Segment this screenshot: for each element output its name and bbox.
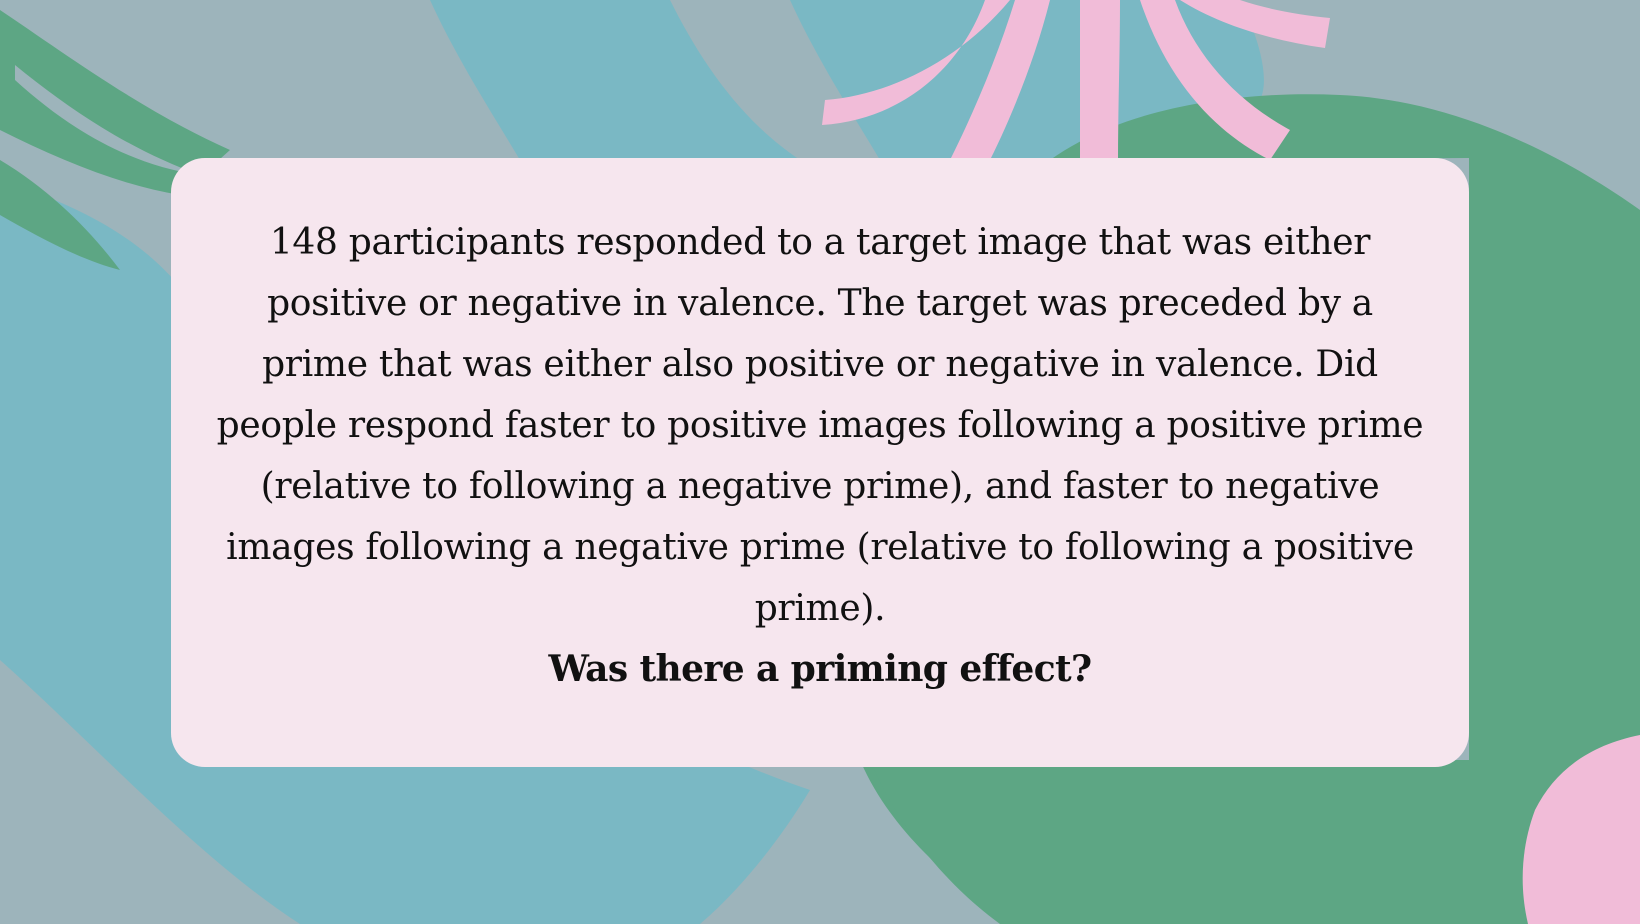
question-card: 148 participants responded to a target i… bbox=[171, 158, 1469, 767]
blue-band-top bbox=[430, 0, 800, 160]
green-leaf-strip bbox=[0, 160, 120, 270]
question-heading: Was there a priming effect? bbox=[548, 648, 1092, 690]
pink-flower-rays bbox=[822, 0, 1330, 160]
green-leaf-top-left bbox=[0, 10, 230, 195]
pink-blob-bottom-right bbox=[1522, 735, 1640, 924]
green-blob-lower bbox=[870, 760, 1470, 924]
scenario-paragraph: 148 participants responded to a target i… bbox=[216, 222, 1424, 629]
